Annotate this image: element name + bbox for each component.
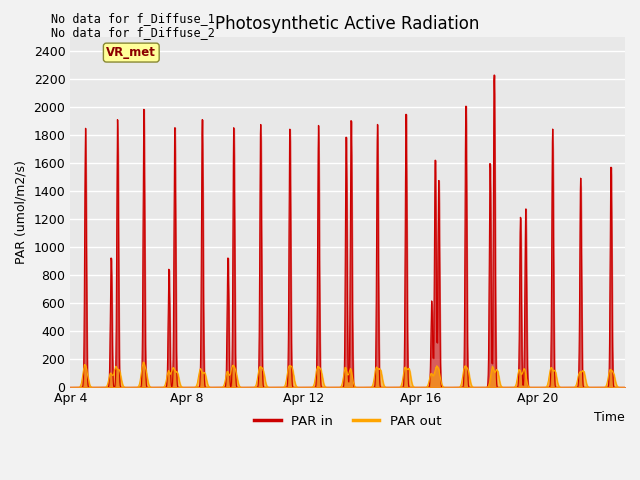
Text: No data for f_Diffuse_2: No data for f_Diffuse_2 xyxy=(51,26,215,39)
Y-axis label: PAR (umol/m2/s): PAR (umol/m2/s) xyxy=(15,160,28,264)
Legend: PAR in, PAR out: PAR in, PAR out xyxy=(249,410,447,433)
Text: VR_met: VR_met xyxy=(106,46,156,59)
Text: No data for f_Diffuse_1: No data for f_Diffuse_1 xyxy=(51,12,215,25)
Title: Photosynthetic Active Radiation: Photosynthetic Active Radiation xyxy=(216,15,480,33)
X-axis label: Time: Time xyxy=(595,411,625,424)
